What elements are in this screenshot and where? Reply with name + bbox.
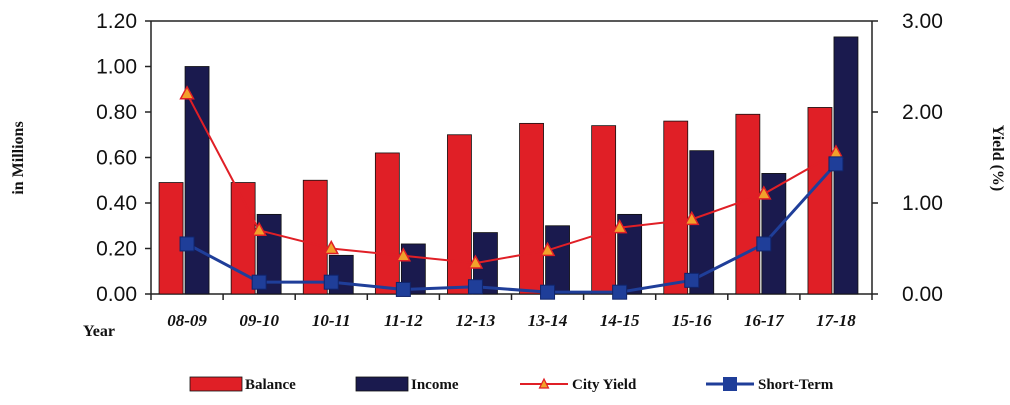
- bar-income: [184, 66, 210, 295]
- bar-balance: [591, 125, 617, 295]
- x-tick-label: 13-14: [528, 311, 568, 330]
- point-short-term: [684, 272, 700, 288]
- bar-balance: [735, 113, 761, 295]
- right-axis-ticks: 0.00 1.00 2.00 3.00: [872, 10, 943, 306]
- lines: [179, 85, 844, 300]
- point-city-yield: [683, 210, 700, 226]
- legend-swatch-income: [355, 376, 409, 392]
- y-tick-label: 0.40: [96, 192, 137, 215]
- y-tick-label: 1.20: [96, 10, 137, 33]
- point-city-yield: [395, 247, 412, 262]
- bar-balance: [302, 179, 328, 295]
- bar-balance: [447, 134, 472, 295]
- point-short-term: [756, 236, 772, 252]
- x-tick-label: 15-16: [672, 311, 712, 330]
- legend: Balance Income City Yield Short-Term: [189, 376, 834, 393]
- y-tick-label: 0.00: [96, 283, 137, 306]
- legend-marker-city-yield: [538, 377, 550, 389]
- bar-balance: [663, 120, 689, 295]
- x-axis-ticks: 08-09 09-10 10-11 11-12 12-13 13-14 14-15 15-16…: [150, 294, 873, 330]
- y2-tick-label: 1.00: [902, 192, 943, 215]
- bar-balance: [519, 122, 544, 295]
- x-tick-label: 11-12: [384, 311, 423, 330]
- y-tick-label: 0.20: [96, 238, 137, 261]
- line-short-term: [186, 162, 838, 294]
- x-tick-label: 10-11: [312, 311, 351, 330]
- y2-tick-label: 2.00: [902, 101, 943, 124]
- x-tick-label: 16-17: [744, 311, 785, 330]
- point-city-yield: [756, 185, 772, 200]
- point-city-yield: [179, 85, 195, 100]
- point-short-term: [395, 281, 411, 297]
- left-axis-ticks: 0.00 0.20 0.40 0.60 0.80 1.00 1.20: [96, 10, 151, 306]
- legend-swatch-balance: [189, 376, 243, 392]
- bar-balance: [158, 182, 184, 295]
- y-tick-label: 0.60: [96, 147, 137, 170]
- x-tick-label: 17-18: [816, 311, 856, 330]
- legend-label-short-term: Short-Term: [758, 377, 834, 393]
- point-short-term: [323, 274, 339, 290]
- y-tick-label: 0.80: [96, 101, 137, 124]
- point-short-term: [179, 236, 195, 252]
- legend-marker-short-term: [723, 377, 737, 391]
- y2-tick-label: 0.00: [902, 283, 943, 306]
- point-short-term: [467, 279, 483, 295]
- y2-tick-label: 3.00: [902, 10, 943, 33]
- point-short-term: [251, 274, 267, 290]
- x-tick-label: 08-09: [167, 311, 207, 330]
- point-city-yield: [539, 241, 556, 257]
- bar-balance: [374, 152, 400, 295]
- point-short-term: [828, 156, 844, 172]
- legend-label-income: Income: [411, 377, 459, 393]
- point-city-yield: [323, 239, 340, 255]
- y2-axis-title: Yield (%): [989, 125, 1006, 192]
- x-tick-label: 12-13: [456, 311, 496, 330]
- bar-income: [545, 225, 570, 295]
- y-axis-title: in Millions: [10, 121, 27, 194]
- x-tick-label: 14-15: [600, 311, 640, 330]
- point-city-yield: [611, 218, 628, 234]
- point-city-yield: [251, 221, 267, 237]
- legend-label-city-yield: City Yield: [572, 377, 637, 393]
- legend-label-balance: Balance: [245, 377, 296, 393]
- point-city-yield: [467, 254, 484, 269]
- x-tick-label: 09-10: [239, 311, 279, 330]
- bars: [158, 36, 859, 295]
- bar-balance: [807, 107, 833, 295]
- line-city-yield: [186, 93, 837, 265]
- x-axis-title: Year: [83, 323, 115, 340]
- y-tick-label: 1.00: [96, 56, 137, 79]
- point-short-term: [540, 284, 556, 300]
- point-short-term: [612, 284, 628, 300]
